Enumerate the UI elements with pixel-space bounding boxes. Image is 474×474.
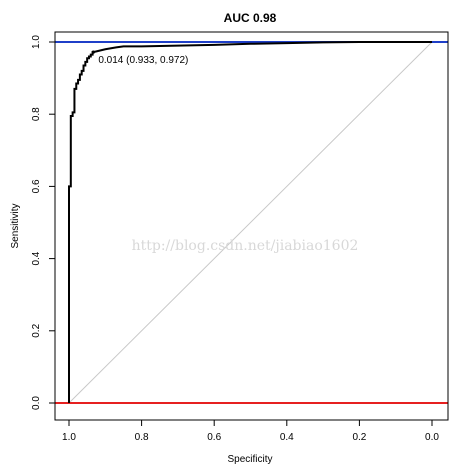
x-tick-label: 0.6 <box>207 432 221 443</box>
plot-frame <box>54 31 449 421</box>
y-tick-label: 0.6 <box>31 179 42 193</box>
roc-curve-line <box>68 41 432 403</box>
chart-title: AUC 0.98 <box>224 11 277 25</box>
watermark: http://blog.csdn.net/jiabiao1602 <box>132 238 359 254</box>
y-tick-label: 0.4 <box>31 251 42 265</box>
x-tick-label: 1.0 <box>62 432 76 443</box>
x-tick-label: 0.8 <box>135 432 149 443</box>
roc-point-annotation: 0.014 (0.933, 0.972) <box>98 55 188 66</box>
y-tick-label: 1.0 <box>31 35 42 49</box>
x-axis-label: Specificity <box>227 454 272 465</box>
y-tick-label: 0.2 <box>31 323 42 337</box>
y-axis-label: Sensitivity <box>10 203 21 248</box>
x-tick-label: 0.4 <box>280 432 294 443</box>
y-tick-label: 0.8 <box>31 107 42 121</box>
x-tick-label: 0.2 <box>352 432 366 443</box>
roc-series-group <box>68 41 432 403</box>
y-tick-label: 0.0 <box>31 396 42 410</box>
roc-point-marker <box>91 50 95 54</box>
diagonal-reference-line <box>68 41 433 404</box>
x-tick-label: 0.0 <box>425 432 439 443</box>
